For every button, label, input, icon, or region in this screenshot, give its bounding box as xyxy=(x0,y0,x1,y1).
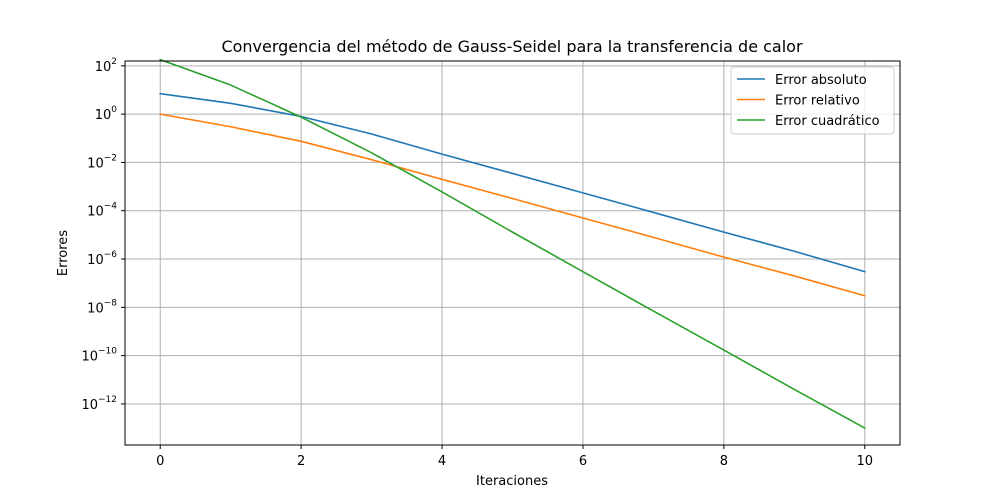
legend-label-1: Error absoluto xyxy=(775,73,867,88)
y-tick-label: 10−12 xyxy=(81,395,117,413)
y-tick-label: 10−8 xyxy=(87,298,117,316)
plot-area-frame xyxy=(124,60,901,446)
y-axis-label: Errores xyxy=(56,230,71,276)
series-line-2 xyxy=(159,113,866,297)
x-tick-label: 2 xyxy=(297,454,305,469)
y-tick-label: 100 xyxy=(95,105,118,123)
series-lines xyxy=(159,58,866,430)
series-line-3 xyxy=(159,58,866,430)
y-axis-ticks: 102 100 10−2 10−4 10−6 10−8 10−10 10−12 xyxy=(81,57,125,413)
y-tick-label: 10−6 xyxy=(87,250,117,268)
y-tick-label: 10−10 xyxy=(81,347,117,365)
x-axis-ticks: 0 2 4 6 8 10 xyxy=(156,445,873,469)
x-axis-label: Iteraciones xyxy=(476,474,548,489)
x-tick-label: 8 xyxy=(720,454,728,469)
chart-title: Convergencia del método de Gauss-Seidel … xyxy=(221,37,803,56)
x-tick-label: 6 xyxy=(579,454,587,469)
legend: Error absoluto Error relativo Error cuadrá… xyxy=(730,66,895,135)
legend-label-2: Error relativo xyxy=(775,94,860,109)
y-tick-label: 102 xyxy=(95,57,117,75)
legend-box xyxy=(730,66,895,135)
x-tick-label: 10 xyxy=(856,454,873,469)
y-tick-label: 10−4 xyxy=(87,202,117,220)
legend-label-3: Error cuadrático xyxy=(775,114,880,129)
series-line-1 xyxy=(159,92,866,273)
y-tick-label: 10−2 xyxy=(87,153,117,171)
x-tick-label: 0 xyxy=(156,454,164,469)
x-tick-label: 4 xyxy=(438,454,446,469)
